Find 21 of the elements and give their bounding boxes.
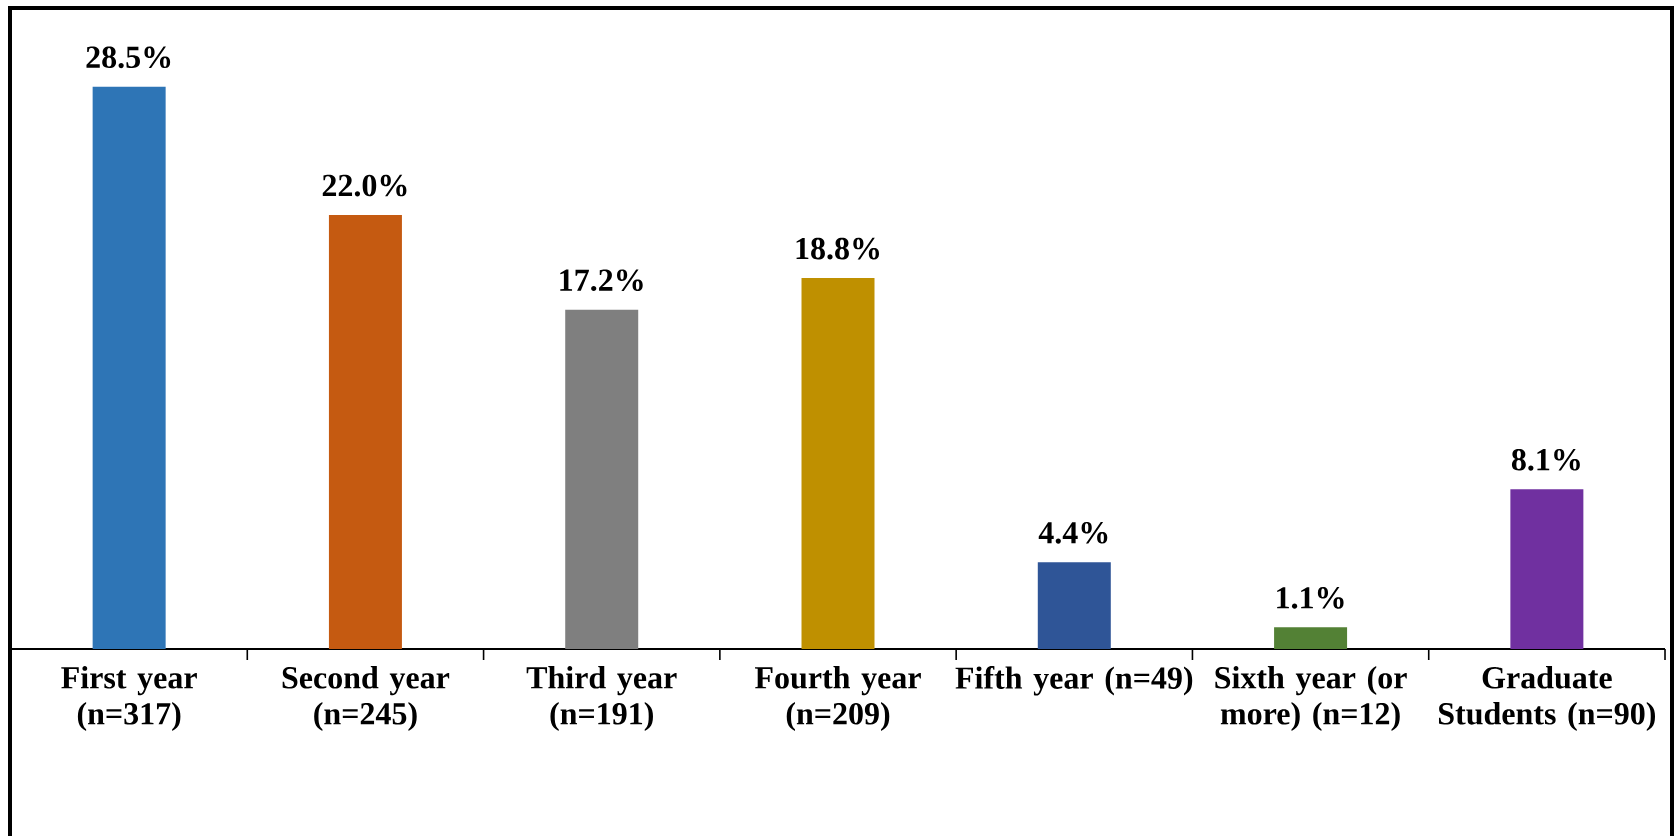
bar [1037, 562, 1111, 649]
bar [328, 214, 402, 649]
bar [565, 309, 639, 649]
bar [801, 278, 875, 649]
x-tick-label: Sixth year (or more) (n=12) [1215, 666, 1407, 732]
data-label: 17.2% [560, 269, 643, 292]
bar [92, 86, 166, 649]
data-label: 22.0% [322, 174, 407, 197]
data-label: 4.4% [1038, 521, 1108, 544]
data-label: 28.5% [86, 46, 171, 69]
x-tick-label: First year (n=317) [61, 666, 197, 732]
x-tick-label: Third year (n=191) [526, 666, 677, 732]
x-tick-label: Second year (n=245) [282, 666, 450, 732]
data-label: 18.8% [796, 237, 879, 260]
x-tick-label: Fourth year (n=209) [755, 666, 921, 732]
data-label: 1.1% [1277, 587, 1344, 609]
bar [1510, 489, 1584, 649]
x-tick-label: Fifth year (n=49) [955, 666, 1193, 696]
data-label: 8.1% [1511, 448, 1580, 471]
bar [1274, 627, 1348, 649]
x-tick-label: Graduate Students (n=90) [1438, 666, 1656, 732]
